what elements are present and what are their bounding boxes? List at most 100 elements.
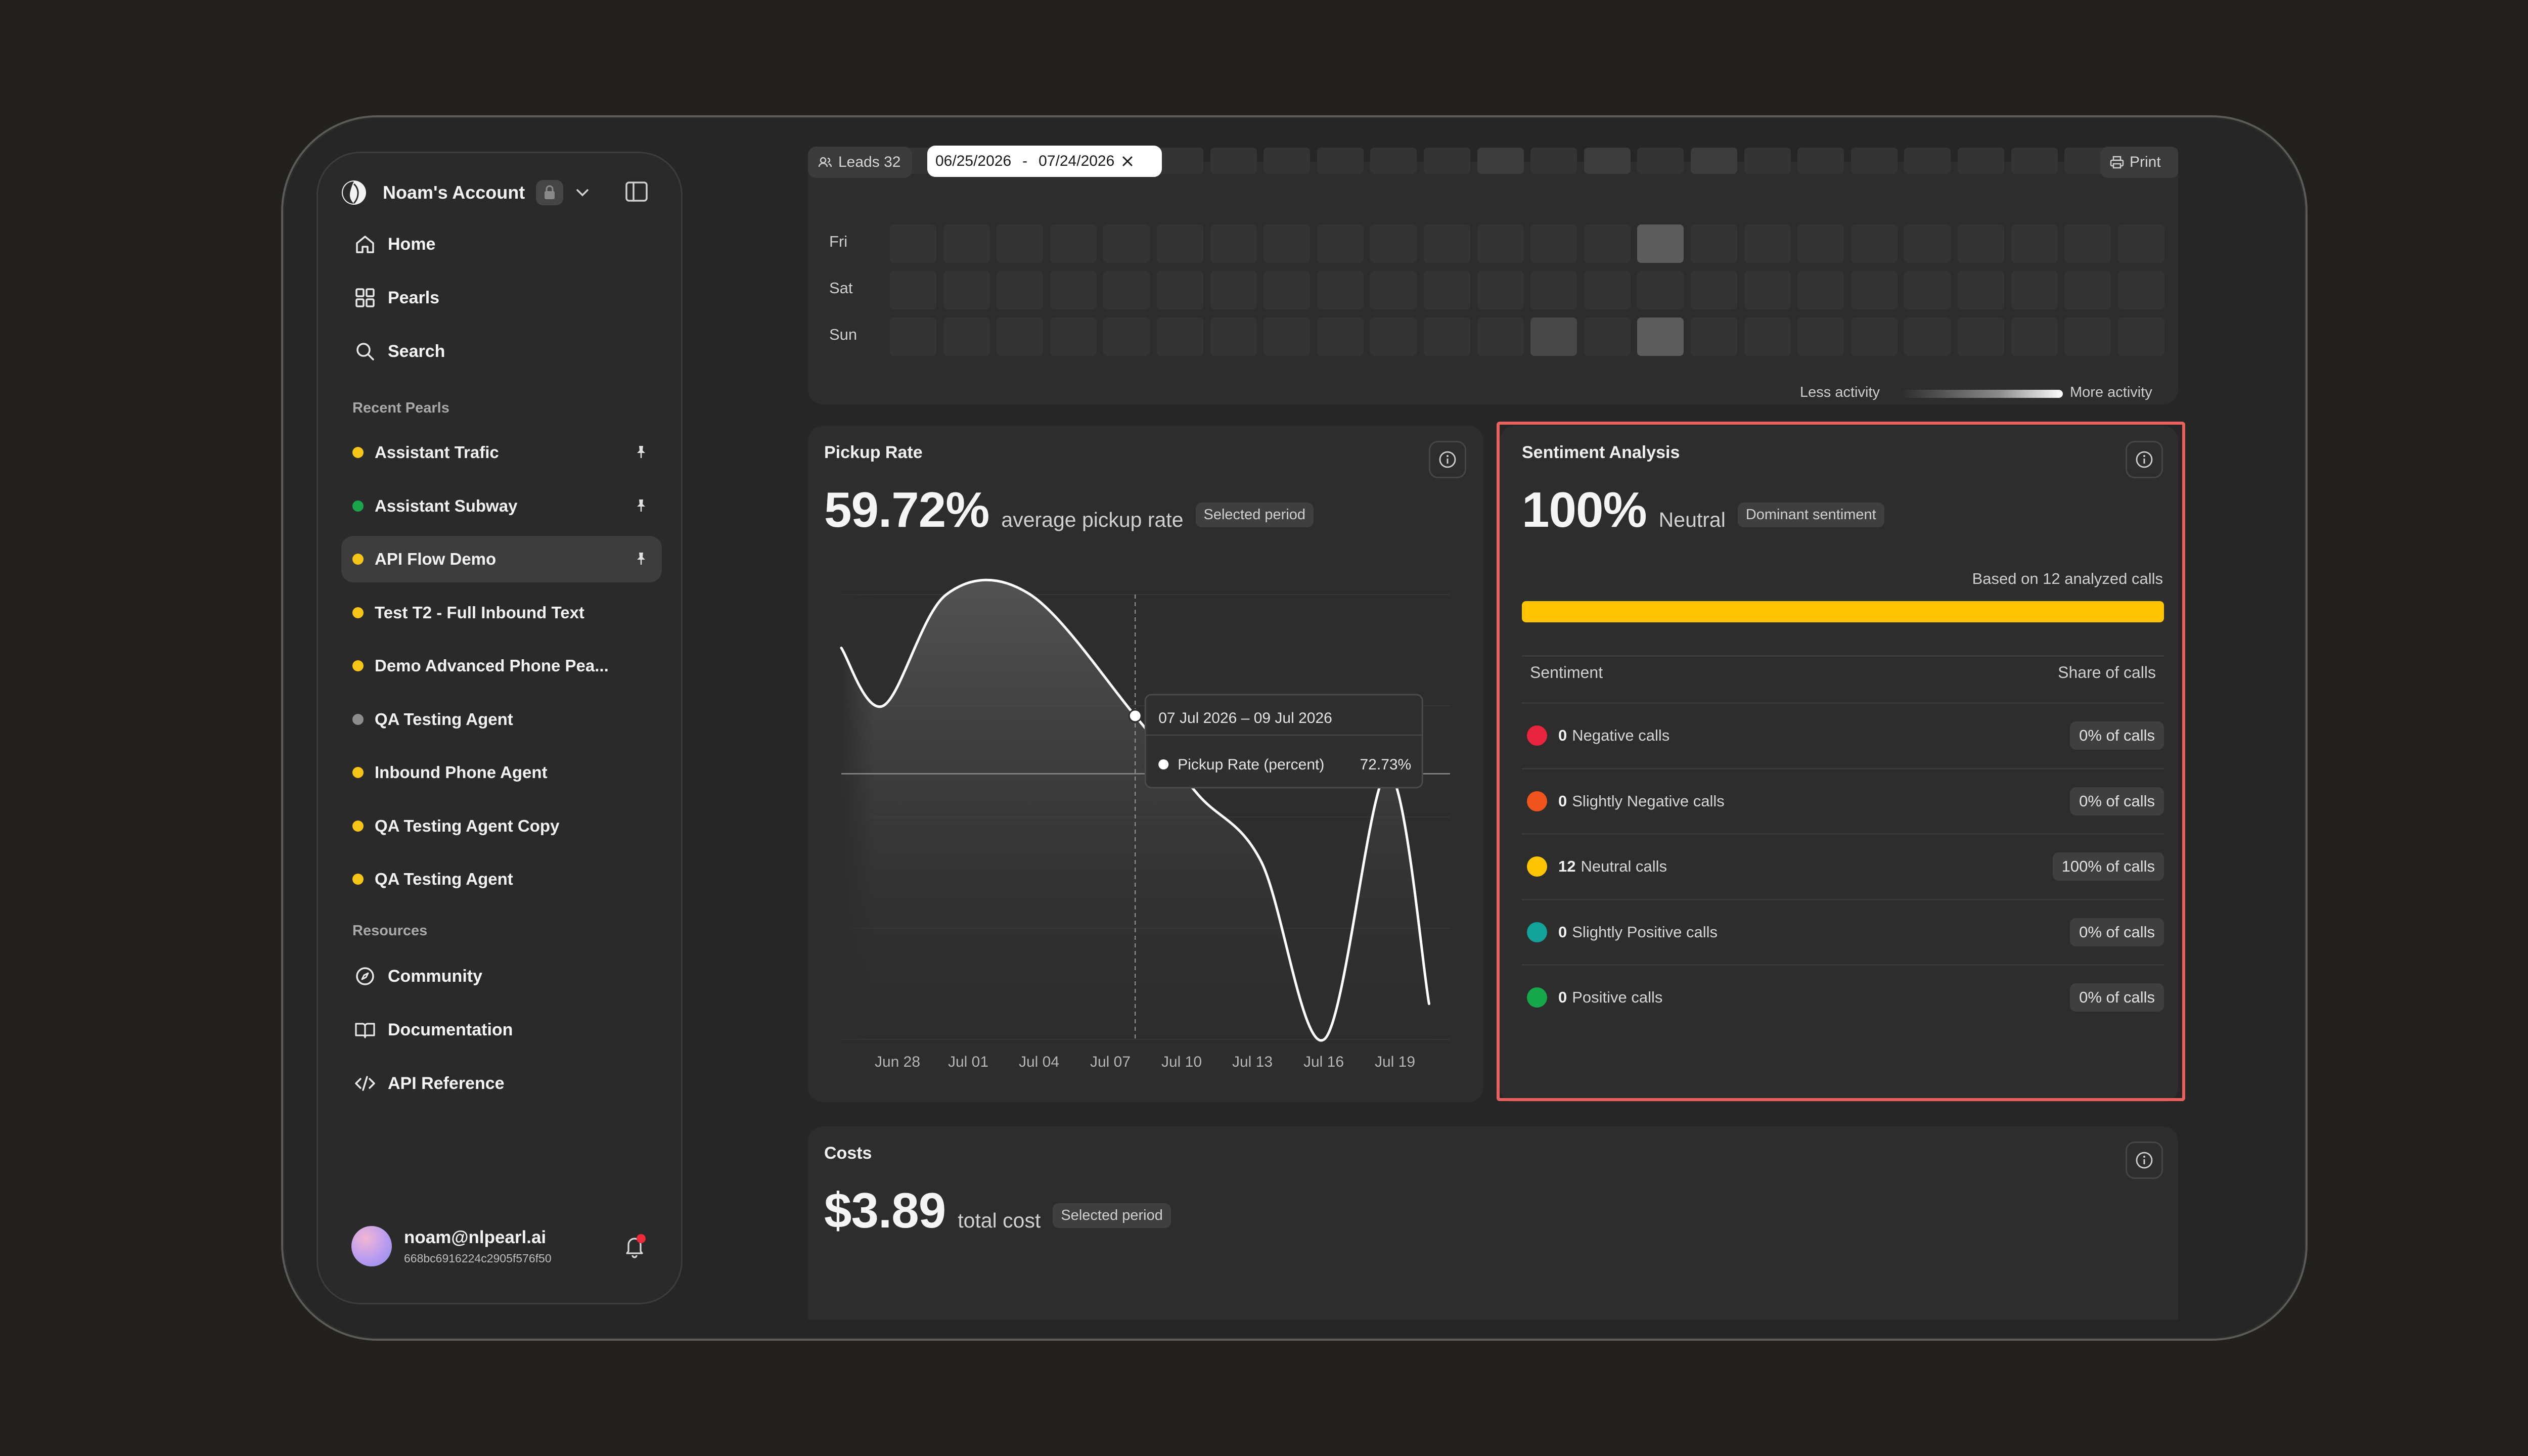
recent-pearl-item[interactable]: QA Testing Agent	[341, 856, 662, 902]
heatmap-cell[interactable]	[1317, 271, 1364, 309]
heatmap-cell[interactable]	[1691, 224, 1737, 263]
heatmap-cell[interactable]	[1477, 224, 1524, 263]
heatmap-cell[interactable]	[943, 224, 990, 263]
recent-pearl-item[interactable]: Assistant Trafic	[341, 429, 662, 476]
heatmap-cell[interactable]	[1263, 148, 1311, 174]
heatmap-cell[interactable]	[1744, 148, 1791, 174]
heatmap-cell[interactable]	[1530, 148, 1577, 174]
nav-community[interactable]: Community	[341, 953, 662, 999]
heatmap-cell[interactable]	[1210, 148, 1257, 174]
heatmap-cell[interactable]	[1477, 148, 1524, 174]
heatmap-cell[interactable]	[1317, 317, 1364, 356]
heatmap-cell[interactable]	[1797, 317, 1844, 356]
heatmap-cell[interactable]	[1691, 271, 1737, 309]
recent-pearl-item[interactable]: Assistant Subway	[341, 483, 662, 529]
heatmap-cell[interactable]	[1477, 317, 1524, 356]
nav-documentation[interactable]: Documentation	[341, 1007, 662, 1053]
pickup-rate-line[interactable]	[840, 578, 1430, 1042]
heatmap-cell[interactable]	[1637, 224, 1684, 263]
recent-pearl-item[interactable]: API Flow Demo	[341, 536, 662, 582]
recent-pearl-item[interactable]: Inbound Phone Agent	[341, 749, 662, 796]
heatmap-cell[interactable]	[1103, 224, 1150, 263]
pickup-info-button[interactable]	[1429, 441, 1466, 478]
heatmap-cell[interactable]	[1050, 271, 1097, 309]
heatmap-cell[interactable]	[890, 317, 936, 356]
heatmap-cell[interactable]	[1797, 271, 1844, 309]
heatmap-cell[interactable]	[1797, 224, 1844, 263]
heatmap-cell[interactable]	[1958, 224, 2004, 263]
heatmap-cell[interactable]	[1157, 271, 1203, 309]
heatmap-cell[interactable]	[1584, 317, 1631, 356]
sidebar-toggle-icon[interactable]	[624, 180, 649, 203]
heatmap-cell[interactable]	[1850, 148, 1898, 174]
heatmap-cell[interactable]	[1050, 224, 1097, 263]
heatmap-cell[interactable]	[2117, 317, 2164, 356]
heatmap-cell[interactable]	[2011, 271, 2058, 309]
heatmap-cell[interactable]	[1103, 317, 1150, 356]
heatmap-cell[interactable]	[1530, 317, 1577, 356]
heatmap-cell[interactable]	[1317, 224, 1364, 263]
heatmap-cell[interactable]	[1424, 224, 1470, 263]
recent-pearl-item[interactable]: Test T2 - Full Inbound Text	[341, 589, 662, 636]
heatmap-cell[interactable]	[2064, 317, 2111, 356]
heatmap-cell[interactable]	[1530, 271, 1577, 309]
nav-search[interactable]: Search	[341, 328, 662, 375]
heatmap-cell[interactable]	[997, 271, 1044, 309]
heatmap-cell[interactable]	[1744, 224, 1791, 263]
heatmap-cell[interactable]	[1157, 224, 1203, 263]
heatmap-cell[interactable]	[1691, 317, 1737, 356]
sentiment-info-button[interactable]	[2126, 441, 2163, 478]
heatmap-cell[interactable]	[1958, 317, 2004, 356]
heatmap-cell[interactable]	[1210, 271, 1257, 309]
heatmap-cell[interactable]	[1210, 224, 1257, 263]
heatmap-cell[interactable]	[1370, 224, 1417, 263]
heatmap-cell[interactable]	[1477, 271, 1524, 309]
heatmap-cell[interactable]	[1637, 317, 1684, 356]
user-profile[interactable]: noam@nlpearl.ai 668bc6916224c2905f576f50	[351, 1221, 655, 1271]
hover-point[interactable]	[1128, 709, 1142, 723]
heatmap-cell[interactable]	[2064, 224, 2111, 263]
nav-api-reference[interactable]: API Reference	[341, 1060, 662, 1107]
heatmap-cell[interactable]	[1797, 148, 1844, 174]
heatmap-cell[interactable]	[2117, 224, 2164, 263]
heatmap-cell[interactable]	[1904, 317, 1951, 356]
heatmap-cell[interactable]	[1263, 271, 1311, 309]
heatmap-cell[interactable]	[1904, 271, 1951, 309]
heatmap-cell[interactable]	[943, 317, 990, 356]
heatmap-cell[interactable]	[1637, 148, 1684, 174]
heatmap-cell[interactable]	[1850, 224, 1898, 263]
heatmap-cell[interactable]	[1424, 317, 1470, 356]
heatmap-cell[interactable]	[890, 271, 936, 309]
costs-info-button[interactable]	[2126, 1142, 2163, 1179]
heatmap-cell[interactable]	[943, 271, 990, 309]
print-button[interactable]: Print	[2100, 147, 2178, 178]
heatmap-cell[interactable]	[1317, 148, 1364, 174]
heatmap-cell[interactable]	[1210, 317, 1257, 356]
heatmap-cell[interactable]	[1050, 317, 1097, 356]
heatmap-cell[interactable]	[2117, 271, 2164, 309]
heatmap-cell[interactable]	[1530, 224, 1577, 263]
heatmap-cell[interactable]	[997, 317, 1044, 356]
pin-icon[interactable]	[634, 498, 649, 513]
heatmap-cell[interactable]	[1424, 148, 1470, 174]
heatmap-cell[interactable]	[1691, 148, 1737, 174]
heatmap-cell[interactable]	[1637, 271, 1684, 309]
nav-home[interactable]: Home	[341, 221, 662, 267]
heatmap-cell[interactable]	[2011, 148, 2058, 174]
notifications-button[interactable]	[623, 1234, 646, 1258]
close-icon[interactable]	[1120, 154, 1135, 168]
heatmap-cell[interactable]	[1263, 317, 1311, 356]
heatmap-cell[interactable]	[2011, 224, 2058, 263]
heatmap-cell[interactable]	[890, 224, 936, 263]
heatmap-cell[interactable]	[1584, 148, 1631, 174]
heatmap-cell[interactable]	[1157, 148, 1203, 174]
heatmap-cell[interactable]	[1370, 148, 1417, 174]
heatmap-cell[interactable]	[1157, 317, 1203, 356]
pin-icon[interactable]	[634, 444, 649, 460]
heatmap-cell[interactable]	[1958, 148, 2004, 174]
recent-pearl-item[interactable]: QA Testing Agent Copy	[341, 803, 662, 849]
recent-pearl-item[interactable]: Demo Advanced Phone Pea...	[341, 643, 662, 689]
heatmap-cell[interactable]	[1424, 271, 1470, 309]
heatmap-cell[interactable]	[997, 224, 1044, 263]
